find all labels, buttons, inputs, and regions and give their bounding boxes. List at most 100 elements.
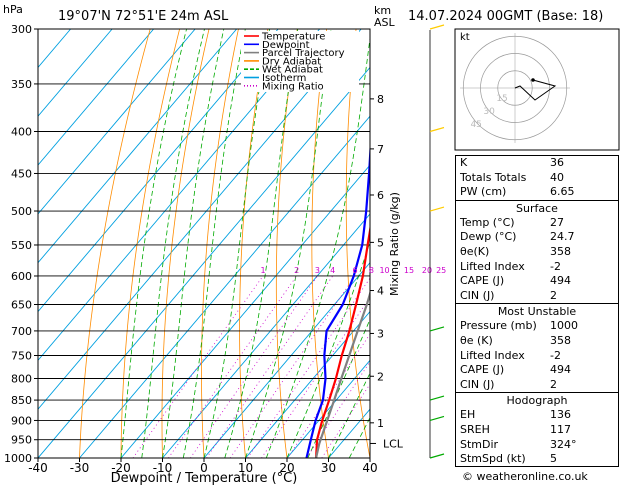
stat-row: θe (K) 358 <box>456 334 618 349</box>
wind-barb <box>429 395 445 401</box>
altitude-tick-label: 1 <box>377 417 384 430</box>
temperature-tick-label: 40 <box>362 461 377 475</box>
mixing-ratio-line <box>247 277 370 458</box>
pressure-tick-label: 350 <box>11 78 32 91</box>
stat-row: Pressure (mb) 1000 <box>456 319 618 334</box>
stat-label: PW (cm) <box>460 185 507 199</box>
stat-row: CAPE (J) 494 <box>456 363 618 378</box>
hodograph-ring-label: 30 <box>483 107 495 117</box>
pressure-tick-label: 450 <box>11 167 32 180</box>
x-axis-label: Dewpoint / Temperature (°C) <box>111 471 298 486</box>
hpa-label: hPa <box>3 3 23 16</box>
pressure-tick-label: 400 <box>11 126 32 139</box>
stat-value: 40 <box>550 170 564 184</box>
stat-row: Lifted Index -2 <box>456 349 618 364</box>
dry-adiabat-line <box>275 29 298 458</box>
stat-label: Totals Totals <box>460 170 527 184</box>
wind-barb <box>429 24 445 30</box>
stat-row: Totals Totals 40 <box>456 171 618 186</box>
stat-row: Lifted Index -2 <box>456 260 618 275</box>
stat-value: 358 <box>550 333 571 347</box>
wind-barb <box>429 415 445 422</box>
legend-label: Mixing Ratio <box>262 81 324 92</box>
mixing-ratio-label: 1 <box>260 266 265 275</box>
temperature-tick-label: -10 <box>153 461 173 475</box>
stat-label: SREH <box>460 422 490 436</box>
most-unstable-section: Pressure (mb) 1000 θe (K) 358 Lifted Index -2… <box>456 319 618 392</box>
stat-label: Lifted Index <box>460 259 525 273</box>
wet-adiabat-line <box>203 29 270 458</box>
stat-label: θe(K) <box>460 244 490 258</box>
dewpoint-line <box>305 139 370 458</box>
dry-adiabat-line <box>120 29 180 458</box>
stat-label: Temp (°C) <box>460 215 515 229</box>
lcl-label: LCL <box>383 437 404 450</box>
wind-barb <box>429 126 445 133</box>
stat-row: K 36 <box>456 156 618 171</box>
stat-row: CIN (J) 2 <box>456 378 618 393</box>
legend-label: Temperature <box>261 32 325 43</box>
isotherm-line <box>120 164 370 458</box>
storm-motion-dot <box>531 78 535 82</box>
altitude-tick-label: 6 <box>377 189 384 202</box>
stat-row: Dewp (°C) 24.7 <box>456 230 618 245</box>
isotherm-line <box>38 29 279 313</box>
mixing-ratio-label: 4 <box>330 266 335 275</box>
stat-row: StmDir 324° <box>456 438 618 453</box>
stat-value: 2 <box>550 288 557 302</box>
isotherm-line <box>203 262 370 458</box>
altitude-tick-label: 3 <box>377 327 384 340</box>
pressure-tick-label: 550 <box>11 239 32 252</box>
legend-box <box>241 31 359 92</box>
hodograph-ring-label: 15 <box>496 94 507 104</box>
mixing-ratio-line <box>229 275 356 458</box>
dry-adiabat-line <box>621 29 629 458</box>
profile-lines <box>305 139 370 458</box>
dry-adiabat-line <box>311 29 329 458</box>
surface-section: Temp (°C) 27 Dewp (°C) 24.7 θe(K) 358 Lifted I… <box>456 216 618 304</box>
temperature-tick-label: -30 <box>70 461 90 475</box>
stat-value: 2 <box>550 377 557 391</box>
legend-label: Parcel Trajectory <box>262 48 345 59</box>
stat-row: CAPE (J) 494 <box>456 274 618 289</box>
isotherm-line <box>38 29 154 166</box>
hodograph-section: EH 136 SREH 117 StmDir 324° StmSpd (kt) 5 <box>456 408 618 466</box>
dry-adiabat-line <box>239 29 269 458</box>
stat-label: Dewp (°C) <box>460 230 517 244</box>
mixing-ratio-line <box>190 275 318 458</box>
stat-row: Temp (°C) 27 <box>456 216 618 231</box>
isotherm-line <box>38 29 320 362</box>
wet-adiabat-line <box>307 318 370 458</box>
stat-row: StmSpd (kt) 5 <box>456 452 618 467</box>
temperature-tick-label: 30 <box>321 461 336 475</box>
altitude-tick-label: 4 <box>377 285 384 298</box>
stat-value: 5 <box>550 452 557 466</box>
isotherm-line <box>38 29 196 215</box>
isotherm-line <box>79 115 370 458</box>
wet-adiabat-line <box>245 29 332 458</box>
indices-section: K 36 Totals Totals 40 PW (cm) 6.65 <box>456 156 618 200</box>
mixing-ratio-label: 2 <box>294 266 299 275</box>
isotherm-line <box>38 29 362 410</box>
km-label: km <box>374 4 391 17</box>
stat-value: 358 <box>550 244 571 258</box>
temperature-tick-label: -40 <box>28 461 48 475</box>
pressure-tick-label: 950 <box>11 434 32 447</box>
altitude-tick-label: 7 <box>377 143 384 156</box>
wet-adiabat-line <box>182 29 246 458</box>
temperature-line <box>314 223 370 458</box>
stat-row: PW (cm) 6.65 <box>456 185 618 200</box>
stat-row: SREH 117 <box>456 423 618 438</box>
stat-label: Pressure (mb) <box>460 319 537 333</box>
pressure-tick-label: 800 <box>11 372 32 385</box>
stat-value: 36 <box>550 156 564 169</box>
stat-value: 324° <box>550 437 577 451</box>
stat-label: Lifted Index <box>460 348 525 362</box>
legend-label: Wet Adiabat <box>262 65 323 76</box>
asl-label: ASL <box>374 16 396 29</box>
stat-value: 117 <box>550 422 571 436</box>
wind-barbs <box>429 24 445 459</box>
pressure-tick-label: 650 <box>11 299 32 312</box>
stat-label: CAPE (J) <box>460 363 505 377</box>
